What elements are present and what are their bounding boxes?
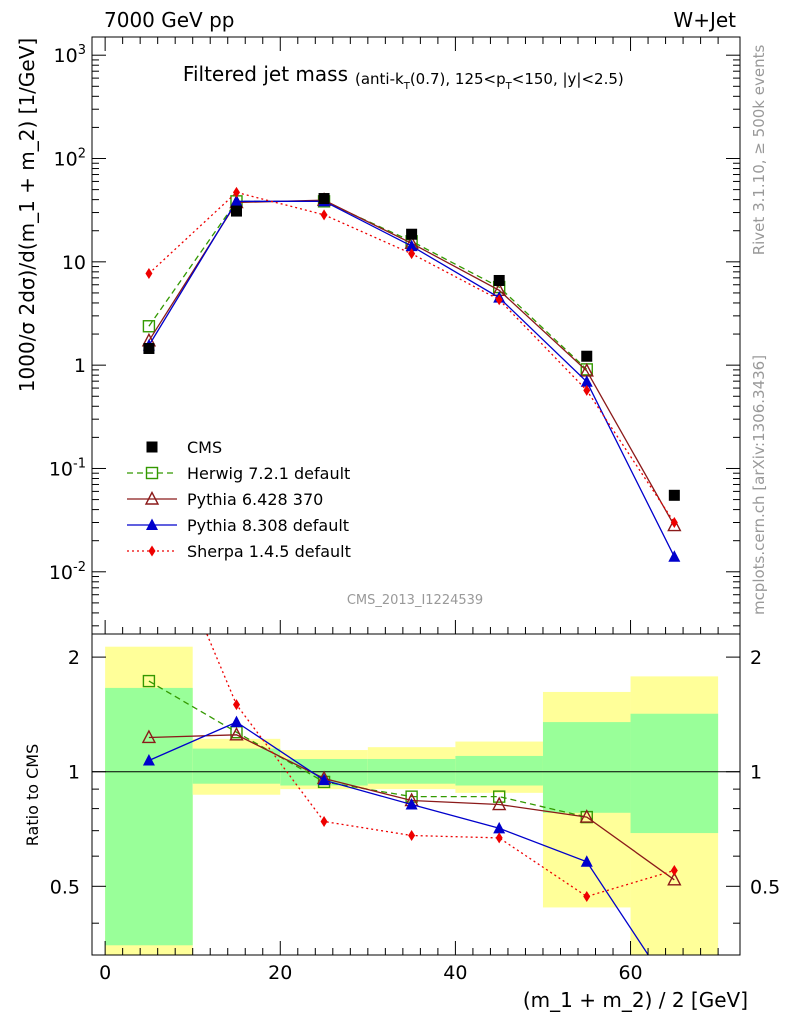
ratio-y-tick-label: 0.5 (50, 876, 80, 898)
x-tick-label: 40 (443, 962, 467, 984)
ratio-point-sherpa-1-4-5-default (583, 891, 591, 903)
header-left-label: 7000 GeV pp (104, 8, 235, 32)
point-pythia-8-308-default (405, 239, 418, 252)
ratio-band-inner (105, 687, 193, 946)
ratio-point-pythia-6-428-370 (229, 726, 244, 741)
ratio-y-axis-label: Ratio to CMS (23, 744, 42, 846)
y-tick-label: 10-2 (49, 560, 86, 584)
chart-subtitle: (anti-kT(0.7), 125<pT<150, |y|<2.5) (355, 70, 624, 92)
x-tick-label: 20 (268, 962, 292, 984)
ratio-point-sherpa-1-4-5-default (408, 829, 416, 841)
ratio-band-inner (542, 722, 631, 813)
mcplots-label: mcplots.cern.ch [arXiv:1306.3436] (750, 355, 768, 615)
data-point-cms (581, 350, 593, 362)
point-sherpa-1-4-5-default (408, 248, 416, 260)
ratio-point-pythia-6-428-370 (492, 796, 507, 811)
x-tick-label: 60 (618, 962, 642, 984)
point-herwig-7-2-1-default (142, 320, 156, 333)
y-tick-label: 103 (54, 43, 86, 67)
point-sherpa-1-4-5-default (232, 186, 240, 198)
x-tick-label: 0 (99, 962, 111, 984)
legend-label-herwig-7-2-1-default: Herwig 7.2.1 default (187, 464, 350, 483)
ratio-y-tick-label: 2 (68, 647, 80, 669)
legend-marker-cms (146, 441, 158, 453)
ratio-y-tick-label-right: 2 (750, 647, 762, 669)
y-tick-label: 10-1 (49, 456, 86, 480)
data-point-cms (668, 489, 680, 501)
ratio-band-inner (630, 713, 719, 834)
point-pythia-6-428-370 (667, 517, 682, 532)
x-axis-label: (m_1 + m_2) / 2 [GeV] (523, 988, 748, 1012)
ratio-point-pythia-8-308-default (405, 798, 418, 810)
ratio-point-sherpa-1-4-5-default (320, 815, 328, 827)
legend-label-cms: CMS (187, 438, 222, 457)
point-pythia-8-308-default (668, 550, 681, 562)
legend-label-pythia-8-308-default: Pythia 8.308 default (187, 516, 349, 535)
data-point-cms (143, 342, 155, 354)
ratio-panel: 0 20 40 60 0.5 0.5 1 1 2 2 (50, 633, 780, 984)
chart-title: Filtered jet mass (183, 62, 348, 86)
legend-marker-pythia-8-308-default (146, 518, 158, 530)
point-sherpa-1-4-5-default (670, 516, 678, 528)
ratio-point-herwig-7-2-1-default (492, 790, 506, 803)
point-pythia-8-308-default (580, 375, 593, 387)
rivet-version-label: Rivet 3.1.10, ≥ 500k events (750, 45, 768, 256)
legend-marker-herwig-7-2-1-default (145, 466, 159, 480)
ratio-y-tick-label-right: 1 (750, 762, 762, 784)
ratio-y-tick-label: 1 (68, 762, 80, 784)
y-tick-label: 102 (54, 147, 86, 171)
legend-marker-pythia-6-428-370 (144, 490, 160, 505)
y-tick-label: 10 (62, 252, 86, 274)
ratio-point-sherpa-1-4-5-default (495, 832, 503, 844)
point-sherpa-1-4-5-default (320, 209, 328, 221)
ratio-point-sherpa-1-4-5-default (232, 699, 240, 711)
ratio-point-pythia-6-428-370 (141, 729, 157, 744)
legend-label-sherpa-1-4-5-default: Sherpa 1.4.5 default (187, 542, 351, 561)
ratio-point-pythia-6-428-370 (667, 871, 682, 886)
y-axis-label: 1000/σ 2dσ)/d(m_1 + m_2) [1/GeV] (15, 38, 39, 392)
ratio-point-pythia-8-308-default (493, 821, 506, 834)
data-point-cms (493, 274, 505, 286)
ratio-band-inner (455, 755, 543, 786)
ratio-point-sherpa-1-4-5-default (670, 865, 678, 877)
legend: CMS Herwig 7.2.1 default Pythia 6.428 370 P… (127, 438, 351, 561)
data-point-cms (406, 228, 418, 240)
ratio-y-tick-label-right: 0.5 (750, 876, 780, 898)
legend-marker-sherpa-1-4-5-default (148, 545, 156, 557)
point-sherpa-1-4-5-default (495, 294, 503, 306)
data-point-cms (230, 205, 242, 217)
ratio-band-inner (192, 748, 281, 784)
legend-label-pythia-6-428-370: Pythia 6.428 370 (187, 490, 323, 509)
point-pythia-8-308-default (230, 194, 243, 207)
ratio-frame (91, 633, 741, 956)
main-panel: 10-2 10-1 1 10 102 103 Filtered jet mass (ant… (49, 36, 741, 635)
header-right-label: W+Jet (673, 8, 736, 32)
ratio-point-pythia-8-308-default (142, 754, 155, 766)
series-line-herwig-7-2-1-default (148, 200, 588, 370)
point-sherpa-1-4-5-default (145, 268, 153, 280)
point-sherpa-1-4-5-default (583, 384, 591, 396)
ratio-point-pythia-6-428-370 (579, 809, 594, 823)
ratio-point-pythia-8-308-default (580, 855, 593, 867)
data-point-cms (318, 193, 330, 205)
ratio-point-pythia-8-308-default (230, 715, 243, 728)
ratio-line-herwig-7-2-1-default (148, 680, 587, 818)
y-tick-label: 1 (74, 355, 86, 377)
analysis-label: CMS_2013_I1224539 (347, 593, 483, 608)
ratio-point-pythia-8-308-default (318, 773, 331, 786)
ratio-point-herwig-7-2-1-default (142, 674, 156, 688)
